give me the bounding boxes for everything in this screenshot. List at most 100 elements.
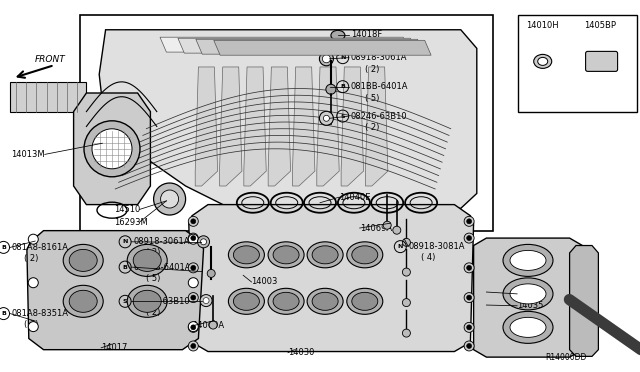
Text: 14069A: 14069A — [360, 224, 392, 232]
Ellipse shape — [273, 246, 299, 264]
Circle shape — [161, 190, 179, 208]
Circle shape — [198, 236, 209, 248]
Circle shape — [191, 295, 196, 300]
Text: 14510: 14510 — [114, 205, 140, 214]
Circle shape — [200, 295, 212, 307]
Bar — [80, 15, 493, 231]
Circle shape — [393, 226, 401, 234]
Circle shape — [467, 325, 472, 330]
Text: 08918-3061A: 08918-3061A — [351, 53, 407, 62]
Ellipse shape — [510, 317, 546, 337]
Text: N: N — [397, 244, 403, 249]
Ellipse shape — [69, 290, 97, 312]
Text: N: N — [122, 239, 128, 244]
Text: B: B — [1, 245, 6, 250]
Circle shape — [188, 322, 198, 331]
Circle shape — [467, 235, 472, 241]
Text: R14000DD: R14000DD — [545, 353, 587, 362]
Circle shape — [319, 52, 333, 66]
Polygon shape — [189, 205, 474, 352]
Circle shape — [92, 129, 132, 169]
Circle shape — [28, 278, 38, 288]
Text: B: B — [123, 264, 127, 270]
Circle shape — [188, 234, 198, 244]
Ellipse shape — [331, 31, 345, 40]
Polygon shape — [244, 67, 266, 186]
Text: 14035: 14035 — [517, 301, 543, 310]
Ellipse shape — [133, 249, 161, 272]
Text: 14010H: 14010H — [526, 21, 559, 30]
Polygon shape — [365, 67, 388, 186]
Ellipse shape — [268, 288, 304, 314]
Circle shape — [467, 343, 472, 349]
Text: ( 4): ( 4) — [421, 253, 435, 262]
Circle shape — [154, 183, 186, 215]
Text: 081BB-6401A: 081BB-6401A — [351, 82, 408, 91]
Ellipse shape — [312, 246, 338, 264]
Ellipse shape — [69, 249, 97, 272]
Circle shape — [188, 293, 198, 302]
Circle shape — [403, 268, 410, 276]
Text: 08246-63B10: 08246-63B10 — [351, 112, 407, 121]
Text: ( 5): ( 5) — [146, 274, 160, 283]
Ellipse shape — [352, 246, 378, 264]
Circle shape — [188, 233, 198, 243]
Circle shape — [464, 293, 474, 302]
Text: 14030: 14030 — [288, 348, 314, 357]
Ellipse shape — [234, 292, 259, 310]
Circle shape — [464, 217, 474, 226]
Text: 16293M: 16293M — [114, 218, 148, 227]
Ellipse shape — [347, 288, 383, 314]
Text: FRONT: FRONT — [35, 55, 66, 64]
Polygon shape — [474, 238, 582, 357]
Circle shape — [28, 234, 38, 244]
Polygon shape — [570, 246, 598, 356]
Text: ( 2): ( 2) — [24, 254, 38, 263]
Text: ( 2): ( 2) — [365, 65, 379, 74]
Text: 081A8-8161A: 081A8-8161A — [12, 243, 68, 252]
Ellipse shape — [127, 244, 167, 276]
Circle shape — [403, 238, 410, 246]
Text: 14018F: 14018F — [351, 31, 382, 39]
Circle shape — [383, 221, 391, 229]
Circle shape — [191, 325, 196, 330]
Text: 14069A: 14069A — [192, 321, 224, 330]
Circle shape — [191, 235, 196, 241]
Circle shape — [464, 233, 474, 243]
Ellipse shape — [63, 285, 103, 317]
Polygon shape — [27, 231, 204, 350]
Polygon shape — [74, 93, 150, 205]
Ellipse shape — [534, 54, 552, 68]
Ellipse shape — [63, 244, 103, 276]
Text: 14040E: 14040E — [339, 193, 371, 202]
Ellipse shape — [133, 290, 161, 312]
Ellipse shape — [312, 292, 338, 310]
Ellipse shape — [127, 285, 167, 317]
Text: ( 2): ( 2) — [365, 123, 379, 132]
Ellipse shape — [352, 292, 378, 310]
Circle shape — [464, 263, 474, 273]
FancyBboxPatch shape — [586, 51, 618, 71]
Circle shape — [207, 269, 215, 278]
Circle shape — [319, 111, 333, 125]
Polygon shape — [10, 82, 86, 112]
Polygon shape — [214, 40, 431, 55]
Circle shape — [200, 239, 207, 245]
Circle shape — [191, 343, 196, 349]
Text: B: B — [340, 84, 345, 89]
Ellipse shape — [510, 250, 546, 270]
Text: ( 2): ( 2) — [146, 308, 160, 317]
Circle shape — [403, 299, 410, 307]
Ellipse shape — [268, 242, 304, 268]
Text: 08918-3061A: 08918-3061A — [133, 237, 189, 246]
Ellipse shape — [234, 246, 259, 264]
Circle shape — [467, 265, 472, 270]
Circle shape — [467, 295, 472, 300]
Circle shape — [188, 278, 198, 288]
Circle shape — [203, 298, 209, 304]
Circle shape — [84, 121, 140, 177]
Polygon shape — [160, 37, 410, 52]
Circle shape — [188, 341, 198, 351]
Circle shape — [188, 263, 198, 273]
Polygon shape — [195, 67, 218, 186]
